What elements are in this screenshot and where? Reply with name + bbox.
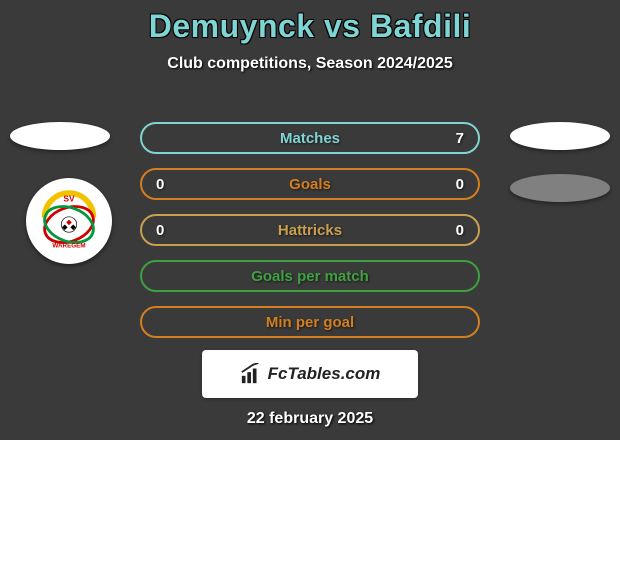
stat-row: Min per goal	[140, 306, 480, 338]
stat-right-value: 0	[434, 176, 464, 193]
stat-right-value: 0	[434, 222, 464, 239]
player-right-ellipse-2	[510, 174, 610, 202]
stat-row: Matches7	[140, 122, 480, 154]
stat-row: 0Hattricks0	[140, 214, 480, 246]
bottom-whitespace	[0, 440, 620, 580]
stats-table: Matches70Goals00Hattricks0Goals per matc…	[140, 122, 480, 352]
stat-label: Min per goal	[186, 314, 434, 331]
stat-left-value: 0	[156, 176, 186, 193]
stat-label: Hattricks	[186, 222, 434, 239]
stat-left-value: 0	[156, 222, 186, 239]
bar-chart-icon	[240, 363, 262, 385]
stat-row: 0Goals0	[140, 168, 480, 200]
brand-box[interactable]: FcTables.com	[202, 350, 418, 398]
date-line: 22 february 2025	[0, 410, 620, 428]
stat-row: Goals per match	[140, 260, 480, 292]
club-logo-text: SV	[63, 193, 75, 203]
svg-text:WAREGEM: WAREGEM	[52, 243, 85, 250]
page-subtitle: Club competitions, Season 2024/2025	[0, 55, 620, 73]
club-logo: SV WAREGEM	[26, 178, 112, 264]
stat-label: Goals per match	[186, 268, 434, 285]
player-right-ellipse-1	[510, 122, 610, 150]
page-title: Demuynck vs Bafdili	[0, 8, 620, 45]
player-left-ellipse-1	[10, 122, 110, 150]
stat-right-value: 7	[434, 130, 464, 147]
stat-label: Matches	[186, 130, 434, 147]
brand-text: FcTables.com	[268, 364, 381, 384]
stat-label: Goals	[186, 176, 434, 193]
club-logo-svg: SV WAREGEM	[34, 186, 104, 256]
